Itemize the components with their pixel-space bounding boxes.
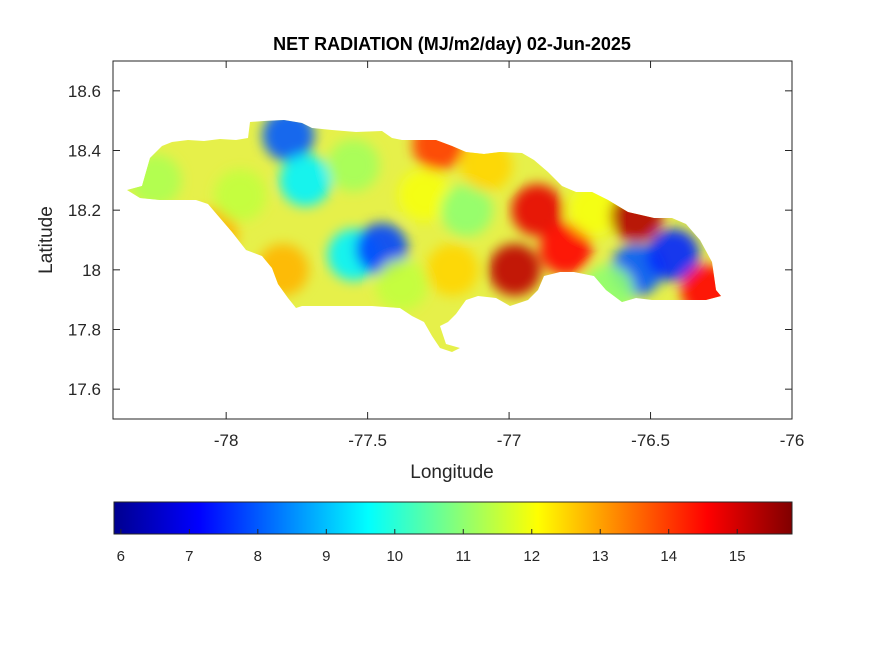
colorbar-tick-label: 8 [254, 548, 262, 565]
colorbar-tick-label: 11 [455, 548, 471, 565]
colorbar-tick-label: 14 [660, 548, 677, 565]
colorbar-tick-label: 13 [592, 548, 609, 565]
y-tick-label: 17.6 [68, 380, 101, 399]
colorbar-tick-label: 9 [322, 548, 330, 565]
x-axis-label: Longitude [410, 462, 493, 483]
y-tick-label: 18.2 [68, 201, 101, 220]
x-tick-label: -78 [214, 431, 239, 450]
colorbar [113, 501, 793, 535]
y-axis-label: Latitude [36, 206, 57, 274]
colorbar-tick-label: 6 [117, 548, 125, 565]
colorbar-tick-label: 10 [386, 548, 403, 565]
heat-blob [488, 243, 541, 296]
heat-blob [327, 139, 380, 192]
colorbar-tick-label: 15 [729, 548, 746, 565]
axes-frame [112, 60, 793, 420]
heat-blob [398, 169, 451, 222]
y-tick-label: 18.6 [68, 82, 101, 101]
chart-title: NET RADIATION (MJ/m2/day) 02-Jun-2025 [273, 34, 631, 54]
y-ticks: 17.6 17.8 18 18.2 18.4 18.6 [68, 82, 792, 399]
colorbar-tick-label: 12 [523, 548, 540, 565]
heat-blob [440, 184, 493, 237]
heat-blob [426, 243, 479, 296]
heat-blob [375, 258, 428, 311]
y-tick-label: 17.8 [68, 321, 101, 340]
heat-blob [511, 184, 564, 237]
x-tick-label: -76.5 [631, 431, 670, 450]
heat-blob [647, 228, 700, 281]
x-tick-label: -77.5 [348, 431, 387, 450]
heat-blob [214, 169, 267, 222]
x-tick-label: -77 [497, 431, 522, 450]
x-tick-label: -76 [780, 431, 805, 450]
heat-blob [539, 222, 592, 275]
heat-blob [279, 154, 332, 207]
colorbar-ticks: 6 7 8 9 10 11 12 13 14 15 [117, 529, 746, 565]
y-tick-label: 18.4 [68, 142, 101, 161]
colorbar-tick-label: 7 [185, 548, 193, 565]
x-ticks: -78 -77.5 -77 -76.5 -76 [214, 61, 804, 450]
y-tick-label: 18 [82, 261, 101, 280]
